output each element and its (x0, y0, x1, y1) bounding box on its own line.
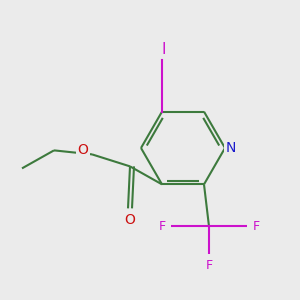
Text: O: O (78, 143, 88, 158)
Text: I: I (162, 42, 166, 57)
Text: F: F (206, 259, 213, 272)
Text: N: N (226, 141, 236, 155)
Text: F: F (252, 220, 260, 233)
Text: F: F (158, 220, 166, 233)
Text: O: O (124, 213, 135, 227)
